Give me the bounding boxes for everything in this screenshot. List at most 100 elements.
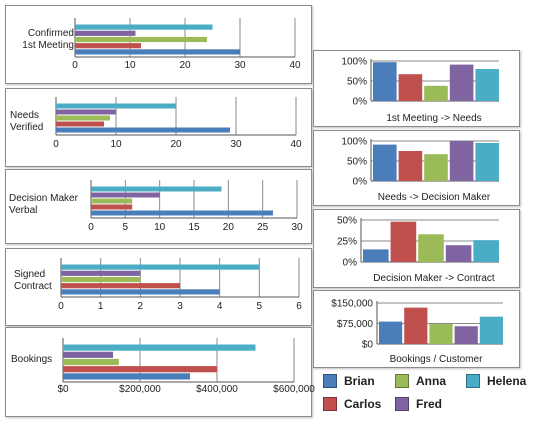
tick-label: 20 — [223, 222, 235, 233]
bar-fred — [449, 64, 474, 101]
tick-label: 30 — [234, 60, 246, 71]
legend-label-carlos: Carlos — [344, 397, 382, 411]
tick-label: 30 — [291, 222, 303, 233]
bar-anna — [63, 358, 119, 366]
bar-helena — [475, 143, 499, 181]
tick-label: 50% — [337, 216, 357, 227]
bookings-per-customer-plot: $0 $75,000 $150,000 — [331, 299, 503, 351]
bookings-chart: Bookings $0 $200,000 $400,000 $600,000 — [5, 327, 315, 417]
needs-verified-category-label: Needs Verified — [10, 110, 44, 133]
legend: Brian Anna Helena Carlos Fred — [320, 372, 540, 420]
needs-verified-plot: 0 10 20 30 40 — [53, 97, 302, 150]
bar-fred — [454, 326, 478, 344]
legend-swatch-helena — [466, 374, 480, 388]
bar-fred — [63, 351, 114, 358]
legend-item-anna: Anna — [395, 374, 446, 388]
decision-maker-category-label: Decision Maker Verbal — [9, 193, 78, 216]
bar-fred — [445, 245, 472, 262]
bar-helena — [91, 186, 222, 192]
tick-label: 5 — [123, 222, 129, 233]
bar-carlos — [56, 121, 104, 127]
tick-label: 50% — [347, 77, 367, 88]
tick-label: $150,000 — [331, 299, 373, 310]
bar-brian — [56, 127, 230, 133]
signed-contract-category-label: Signed Contract — [14, 269, 52, 292]
tick-label: 10 — [154, 222, 166, 233]
decision-maker-chart: Decision Maker Verbal 0 5 10 15 20 25 30 — [5, 169, 312, 244]
bar-helena — [475, 69, 499, 101]
legend-item-helena: Helena — [466, 374, 526, 388]
bar-fred — [61, 270, 141, 276]
tick-label: 0% — [343, 258, 358, 269]
bar-carlos — [91, 204, 133, 210]
confirmed-meeting-plot: 0 10 20 30 40 — [72, 18, 301, 71]
legend-swatch-fred — [395, 397, 409, 411]
tick-label: 1 — [98, 301, 104, 312]
meeting-to-needs-chart: 0% 50% 100% 1st Meeting -> Needs — [313, 50, 520, 127]
bar-anna — [418, 234, 444, 262]
signed-contract-plot: 0 1 2 3 4 5 6 — [58, 258, 302, 312]
tick-label: 20 — [179, 60, 191, 71]
needs-to-decision-axis-label: Needs -> Decision Maker — [377, 192, 491, 203]
bar-carlos — [404, 307, 428, 344]
tick-label: 100% — [341, 57, 367, 68]
tick-label: 10 — [124, 60, 136, 71]
tick-label: 0% — [353, 177, 368, 188]
bar-anna — [424, 154, 448, 181]
bar-carlos — [390, 221, 417, 262]
tick-label: 5 — [257, 301, 263, 312]
tick-label: 50% — [347, 157, 367, 168]
confirmed-meeting-category-label: Confirmed 1st Meeting — [22, 28, 74, 51]
legend-swatch-anna — [395, 374, 409, 388]
meeting-to-needs-plot: 0% 50% 100% — [341, 57, 499, 108]
bar-helena — [63, 344, 256, 351]
tick-label: 100% — [341, 137, 367, 148]
legend-label-helena: Helena — [487, 374, 527, 388]
tick-label: 0 — [53, 139, 59, 150]
legend-item-carlos: Carlos — [323, 397, 381, 411]
bookings-per-customer-axis-label: Bookings / Customer — [389, 354, 483, 365]
bar-anna — [424, 85, 448, 101]
needs-to-decision-chart: 0% 50% 100% Needs -> Decision Maker — [313, 130, 520, 206]
bar-anna — [91, 198, 133, 204]
bar-brian — [373, 144, 397, 181]
tick-label: $75,000 — [337, 319, 374, 330]
tick-label: 40 — [290, 139, 302, 150]
bar-fred — [91, 192, 160, 198]
legend-swatch-brian — [323, 374, 337, 388]
tick-label: 0 — [58, 301, 64, 312]
bar-carlos — [398, 151, 423, 181]
decision-maker-plot: 0 5 10 15 20 25 30 — [88, 180, 303, 233]
bar-fred — [75, 30, 136, 36]
bar-helena — [56, 103, 176, 109]
bookings-category-label: Bookings — [11, 354, 53, 365]
needs-verified-chart: Needs Verified 0 10 20 30 40 — [5, 88, 312, 167]
tick-label: 0 — [72, 60, 78, 71]
tick-label: 6 — [296, 301, 302, 312]
tick-label: $0 — [57, 384, 69, 395]
signed-contract-chart: Signed Contract 0 1 2 3 4 5 6 — [5, 248, 312, 326]
bar-anna — [429, 324, 453, 344]
tick-label: 25% — [337, 237, 357, 248]
bar-brian — [75, 49, 240, 55]
needs-to-decision-plot: 0% 50% 100% — [341, 137, 499, 188]
tick-label: 0% — [353, 97, 368, 108]
bar-carlos — [63, 366, 217, 373]
tick-label: 2 — [138, 301, 144, 312]
bar-anna — [61, 276, 141, 283]
legend-swatch-carlos — [323, 397, 337, 411]
tick-label: 0 — [88, 222, 94, 233]
tick-label: 10 — [110, 139, 122, 150]
bar-helena — [479, 316, 503, 344]
tick-label: 40 — [289, 60, 301, 71]
bar-brian — [63, 373, 191, 380]
bookings-per-customer-chart: $0 $75,000 $150,000 Bookings / Customer — [313, 290, 520, 368]
tick-label: 30 — [230, 139, 242, 150]
tick-label: 15 — [188, 222, 200, 233]
bar-carlos — [75, 43, 141, 49]
legend-label-brian: Brian — [344, 374, 375, 388]
bar-fred — [56, 109, 116, 115]
bar-anna — [56, 115, 110, 121]
bar-brian — [91, 210, 273, 216]
tick-label: 20 — [170, 139, 182, 150]
